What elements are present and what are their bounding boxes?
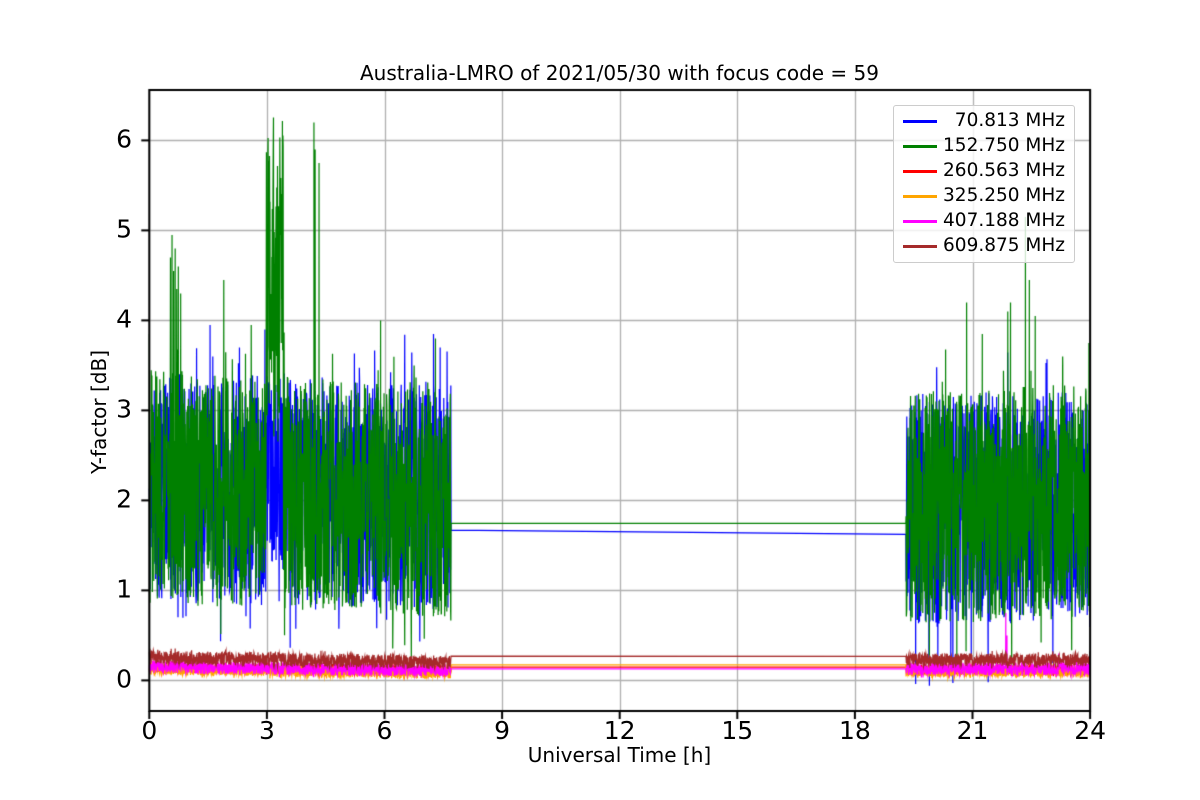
x-tick-label: 12 [603, 716, 636, 745]
x-axis-label: Universal Time [h] [527, 743, 712, 767]
legend-line-swatch [903, 145, 937, 148]
x-tick-label: 18 [838, 716, 871, 745]
x-tick-label: 3 [258, 716, 275, 745]
x-tick-label: 24 [1074, 716, 1106, 745]
legend-item: 260.563 MHz [894, 160, 1074, 184]
x-tick-label: 0 [141, 716, 158, 745]
y-tick-label: 0 [116, 664, 132, 694]
legend-item: 407.188 MHz [894, 210, 1074, 234]
x-tick-label: 9 [494, 716, 511, 745]
legend-item: 325.250 MHz [894, 185, 1074, 209]
x-tick-label: 6 [376, 716, 393, 745]
legend-line-swatch [903, 195, 937, 198]
legend-item: 70.813 MHz [894, 110, 1074, 134]
legend-line-swatch [903, 220, 937, 223]
legend-label: 152.750 MHz [943, 135, 1065, 157]
chart-title: Australia-LMRO of 2021/05/30 with focus … [359, 61, 879, 85]
y-tick-label: 4 [116, 304, 132, 334]
legend-label: 325.250 MHz [943, 185, 1065, 207]
y-tick-label: 2 [116, 484, 132, 514]
legend-label: 407.188 MHz [943, 210, 1065, 232]
legend-label: 70.813 MHz [948, 110, 1065, 132]
legend-line-swatch [903, 170, 937, 173]
legend-line-swatch [903, 245, 937, 248]
x-tick-label: 21 [956, 716, 989, 745]
y-tick-label: 3 [116, 394, 132, 424]
legend-label: 260.563 MHz [943, 160, 1065, 182]
legend-label: 609.875 MHz [943, 235, 1065, 257]
legend-item: 609.875 MHz [894, 235, 1074, 259]
legend-line-swatch [903, 120, 937, 123]
y-tick-label: 6 [116, 124, 132, 154]
legend-item: 152.750 MHz [894, 135, 1074, 159]
x-tick-label: 15 [721, 716, 754, 745]
y-tick-label: 1 [116, 574, 132, 604]
y-tick-label: 5 [116, 214, 132, 244]
legend: 70.813 MHz 152.750 MHz 260.563 MHz 325.250 … [893, 105, 1075, 263]
